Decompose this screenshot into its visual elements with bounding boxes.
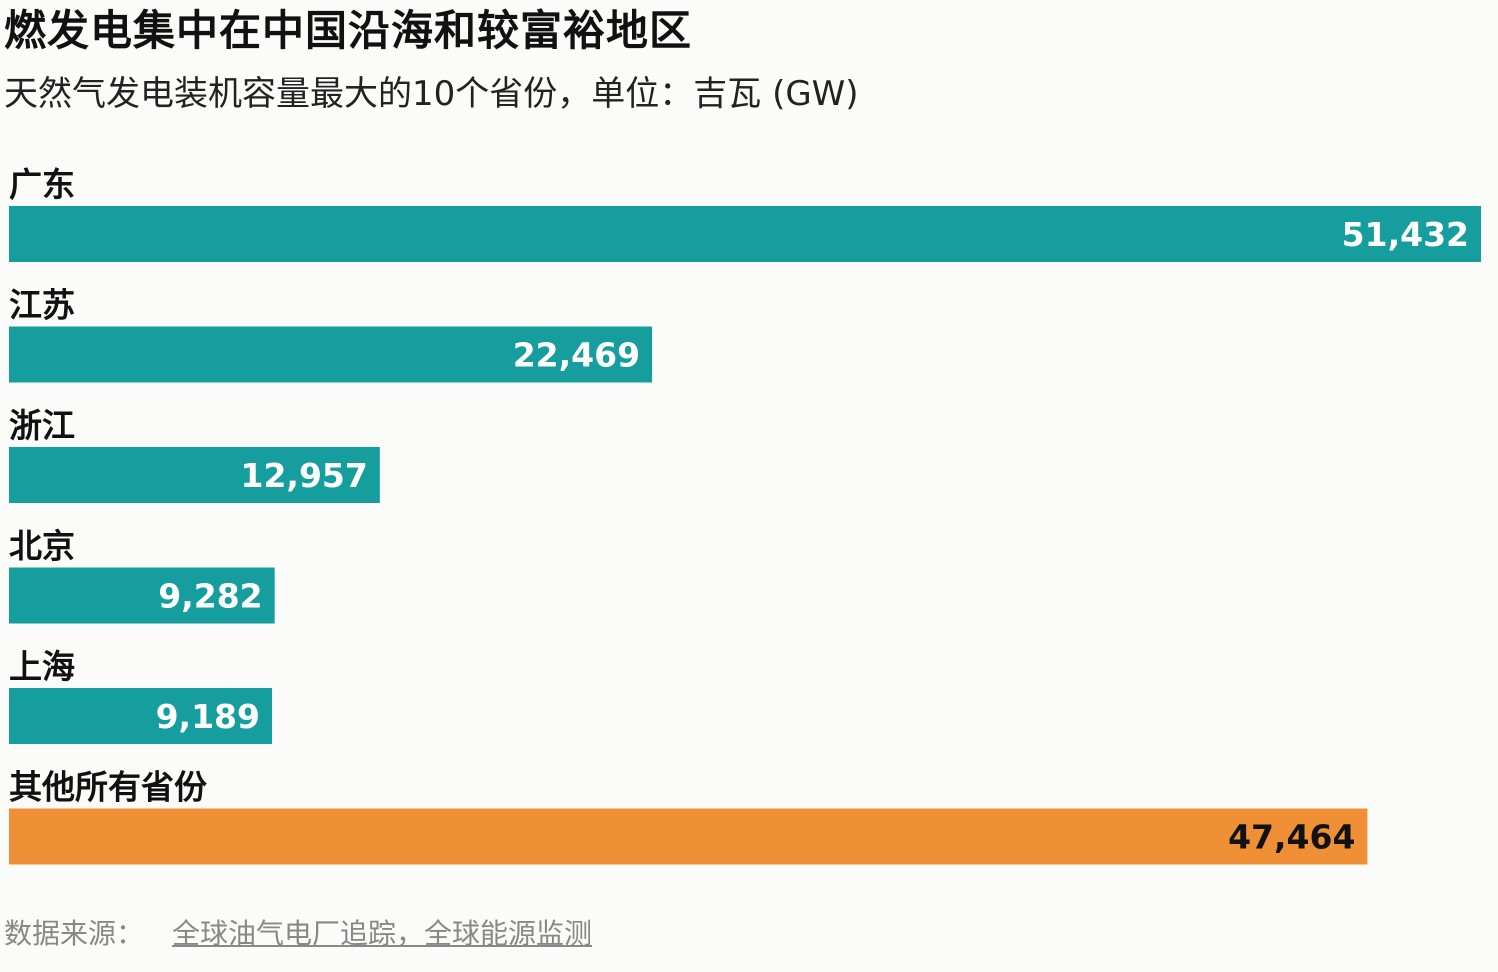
value-label: 47,464 <box>1228 818 1355 857</box>
category-label: 上海 <box>9 647 75 686</box>
value-label: 12,957 <box>240 456 367 495</box>
category-label: 北京 <box>9 527 75 566</box>
value-label: 9,189 <box>156 697 260 736</box>
bar <box>9 567 275 624</box>
source-link[interactable]: 全球油气电厂追踪，全球能源监测 <box>172 917 593 950</box>
chart-subtitle: 天然气发电装机容量最大的10个省份，单位：吉瓦 (GW) <box>4 74 859 114</box>
value-label: 22,469 <box>513 336 640 375</box>
source-note: 数据来源： 全球油气电厂追踪，全球能源监测 <box>4 912 592 952</box>
bar <box>9 447 380 503</box>
bar <box>9 206 1481 262</box>
bar-chart: 广东 51,432 江苏 22,469 浙江 12,957 北京 9,282 上海 9,189 其他… <box>9 165 1481 865</box>
value-label: 9,282 <box>158 577 262 616</box>
source-label: 数据来源： <box>4 917 145 950</box>
category-label: 浙江 <box>9 406 75 445</box>
category-label: 其他所有省份 <box>9 768 207 807</box>
value-label: 51,432 <box>1342 215 1469 254</box>
bar <box>9 688 272 744</box>
category-label: 江苏 <box>9 286 75 325</box>
bar <box>9 326 653 383</box>
chart-title: 燃发电集中在中国沿海和较富裕地区 <box>4 6 693 55</box>
category-label: 广东 <box>9 165 75 204</box>
bar <box>9 808 1368 865</box>
